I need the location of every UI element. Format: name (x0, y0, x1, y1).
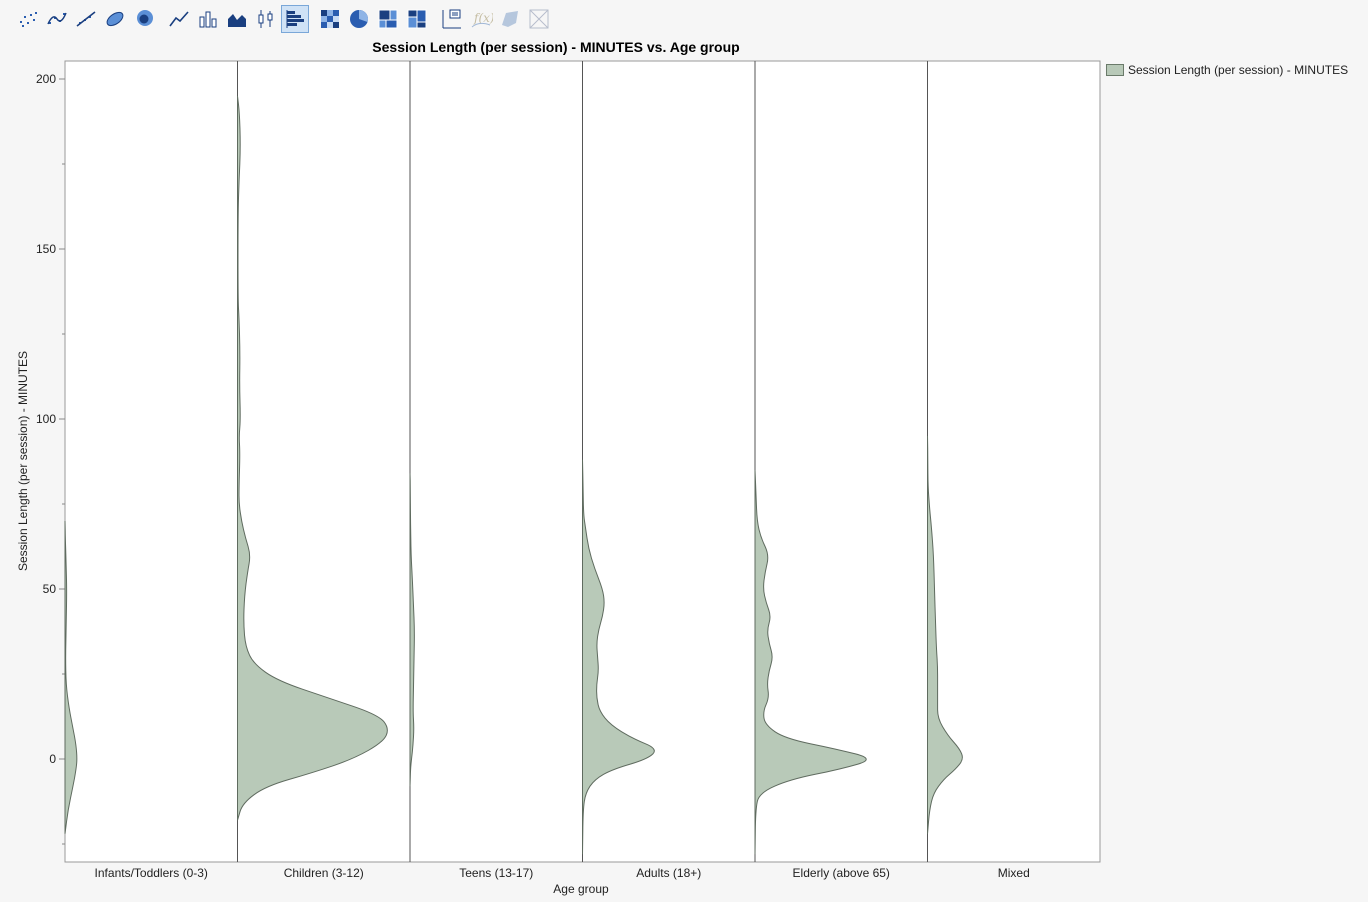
bar-button[interactable] (194, 5, 222, 33)
legend-label: Session Length (per session) - MINUTES (1128, 63, 1349, 77)
bar-icon (199, 11, 217, 28)
violin-2 (237, 95, 388, 821)
graph-toolbar: f(x) (14, 4, 554, 34)
y-axis-title: Session Length (per session) - MINUTES (16, 351, 30, 571)
caption-box-button[interactable] (438, 5, 466, 33)
formula-icon: f(x) (471, 11, 493, 28)
mosaic-icon (407, 9, 427, 29)
x-axis-title: Age group (553, 882, 609, 896)
chart-title: Session Length (per session) - MINUTES v… (372, 39, 739, 55)
smoother-icon (47, 12, 67, 25)
violins (64, 61, 963, 862)
heatmap-button[interactable] (316, 5, 344, 33)
x-category-label: Infants/Toddlers (0-3) (95, 866, 208, 880)
y-axis: 0 50 100 150 200 (36, 72, 65, 845)
treemap-icon (378, 9, 398, 29)
points-icon (20, 12, 37, 27)
parallel-icon (529, 9, 549, 29)
x-category-label: Elderly (above 65) (793, 866, 890, 880)
contour-icon (137, 10, 153, 26)
ellipse-button[interactable] (101, 5, 129, 33)
violin-5 (754, 469, 867, 855)
area-icon (228, 14, 246, 27)
line-icon (169, 11, 189, 27)
legend-swatch (1106, 64, 1124, 76)
x-category-label: Children (3-12) (284, 866, 364, 880)
x-category-label: Teens (13-17) (459, 866, 533, 880)
y-tick-label: 0 (49, 752, 56, 766)
pie-button[interactable] (345, 5, 373, 33)
histogram-button[interactable] (281, 5, 309, 33)
box-plot-icon (258, 10, 273, 28)
legend: Session Length (per session) - MINUTES (1106, 62, 1348, 78)
violin-1 (64, 520, 78, 834)
line-of-fit-icon (76, 11, 96, 27)
box-plot-button[interactable] (252, 5, 280, 33)
area-button[interactable] (223, 5, 251, 33)
pie-icon (350, 9, 369, 28)
line-button[interactable] (165, 5, 193, 33)
y-tick-label: 150 (36, 242, 56, 256)
points-button[interactable] (14, 5, 42, 33)
violin-3 (409, 473, 415, 787)
mosaic-button[interactable] (403, 5, 431, 33)
y-tick-label: 200 (36, 72, 56, 86)
caption-box-icon (442, 9, 461, 29)
parallel-button (525, 5, 553, 33)
heatmap-icon (321, 10, 339, 28)
violin-6 (927, 435, 963, 834)
x-category-label: Adults (18+) (636, 866, 701, 880)
violin-4 (582, 459, 655, 855)
x-axis-labels: Infants/Toddlers (0-3) Children (3-12) Tee… (95, 866, 1030, 880)
contour-button[interactable] (130, 5, 158, 33)
formula-button: f(x) (467, 5, 495, 33)
line-of-fit-button[interactable] (72, 5, 100, 33)
map-shape-button (496, 5, 524, 33)
histogram-icon (286, 10, 304, 28)
map-shape-icon (502, 11, 518, 27)
svg-text:f(x): f(x) (473, 11, 493, 25)
ellipse-icon (106, 11, 124, 27)
smoother-button[interactable] (43, 5, 71, 33)
y-tick-label: 50 (43, 582, 57, 596)
treemap-button[interactable] (374, 5, 402, 33)
x-category-label: Mixed (998, 866, 1030, 880)
y-tick-label: 100 (36, 412, 56, 426)
